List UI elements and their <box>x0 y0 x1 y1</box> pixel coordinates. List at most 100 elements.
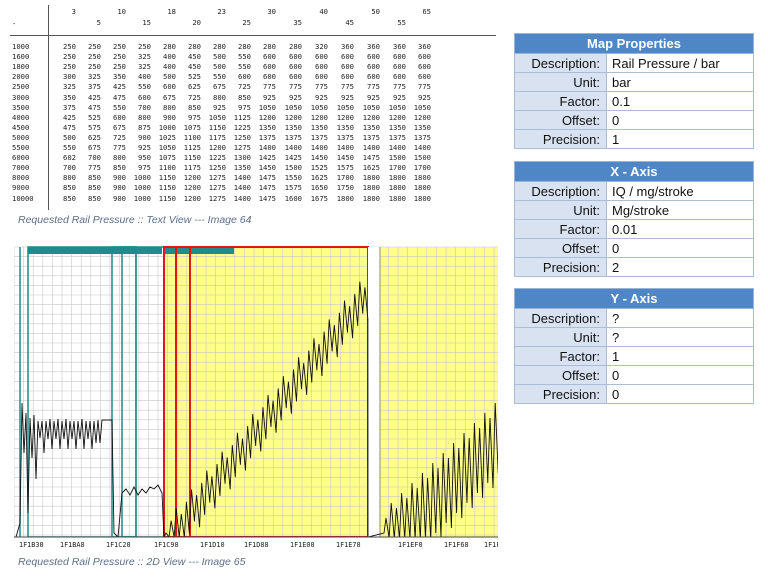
map-cell: 1550 <box>284 173 302 183</box>
address-label: 1F1C20 <box>106 541 131 549</box>
map-cell: 425 <box>88 92 101 102</box>
map-cell: 325 <box>88 72 101 82</box>
map-cell: 850 <box>88 173 101 183</box>
property-key: Description: <box>514 181 607 201</box>
x-axis-header: 40 <box>319 7 328 16</box>
map-cell: 575 <box>88 122 101 132</box>
map-cell: 1400 <box>233 193 251 203</box>
map-cell: 475 <box>63 122 76 132</box>
map-cell: 1050 <box>258 102 276 112</box>
x-axis-row: Description: IQ / mg/stroke <box>514 181 754 201</box>
map-cell: 600 <box>263 62 276 72</box>
y-axis-label: 5000 <box>12 132 30 142</box>
map-cell: 325 <box>63 82 76 92</box>
map-cell: 775 <box>113 143 126 152</box>
map-cell: 925 <box>138 143 151 152</box>
map-cell: 925 <box>315 92 328 102</box>
map-cell: 1475 <box>362 153 380 163</box>
map-cell: 1200 <box>183 193 201 203</box>
property-key: Unit: <box>514 327 607 347</box>
map-cell: 975 <box>138 163 151 173</box>
view-2d: 1F1B30 1F1BA8 1F1C20 1F1C98 1F1D10 1F1D88 1F1E… <box>14 243 498 550</box>
property-key: Offset: <box>514 110 607 130</box>
property-key: Unit: <box>514 72 607 92</box>
map-cell: 625 <box>188 82 201 92</box>
property-key: Factor: <box>514 91 607 111</box>
map-cell: 602 <box>63 153 76 163</box>
y-axis-label: 1800 <box>12 62 30 72</box>
map-cell: 1150 <box>158 193 176 203</box>
map-cell: 1050 <box>388 102 406 112</box>
map-cell: 600 <box>367 72 380 82</box>
x-axis-header: 25 <box>242 18 251 27</box>
map-cell: 600 <box>367 62 380 72</box>
map-cell: 1000 <box>158 122 176 132</box>
map-cell: 1475 <box>258 183 276 193</box>
map-cell: 1400 <box>233 183 251 193</box>
map-cell: 1400 <box>388 143 406 152</box>
map-cell: 975 <box>188 112 201 122</box>
property-key: Precision: <box>514 257 607 277</box>
text-view-caption: Requested Rail Pressure :: Text View ---… <box>18 214 252 226</box>
map-cell: 600 <box>263 72 276 82</box>
map-cell: 360 <box>341 42 354 51</box>
text-view-map: -3 10 18 23 30 40 50 65 5 15 20 25 35 45 55 1000 250 250 2… <box>10 5 500 212</box>
map-cell: 1500 <box>388 153 406 163</box>
y-axis-label: 7000 <box>12 163 30 173</box>
view-2d-canvas: 1F1B30 1F1BA8 1F1C20 1F1C98 1F1D10 1F1D88 1F1E… <box>14 243 498 550</box>
y-axis-row: Factor: 1 <box>514 346 754 366</box>
address-label: 1F1D10 <box>200 541 225 549</box>
map-cell: 700 <box>63 163 76 173</box>
y-axis-label: 8000 <box>12 173 30 183</box>
map-cell: 1200 <box>183 183 201 193</box>
x-axis-header: 55 <box>397 18 406 27</box>
map-cell: 1125 <box>233 112 251 122</box>
property-key: Description: <box>514 308 607 328</box>
map-cell: 775 <box>315 82 328 92</box>
map-cell: 1375 <box>413 132 431 142</box>
map-cell: 1250 <box>233 132 251 142</box>
map-cell: 600 <box>341 62 354 72</box>
map-cell: 850 <box>113 163 126 173</box>
property-value: 0.01 <box>606 219 754 239</box>
map-cell: 600 <box>238 72 251 82</box>
y-axis-row: Description:? <box>514 308 754 328</box>
map-cell: 1200 <box>284 112 302 122</box>
map-cell: 280 <box>263 42 276 51</box>
y-axis-label: 4500 <box>12 122 30 132</box>
address-label: 1F1E00 <box>290 541 315 549</box>
map-cell: 1650 <box>310 183 328 193</box>
map-cell: 525 <box>88 112 101 122</box>
map-cell: 1425 <box>284 153 302 163</box>
map-cell: 900 <box>163 112 176 122</box>
map-cell: 1150 <box>158 173 176 183</box>
map-cell: 1800 <box>336 193 354 203</box>
address-label: 1F1D88 <box>244 541 269 549</box>
y-axis-label: 1000 <box>12 42 30 51</box>
map-cell: 800 <box>63 173 76 183</box>
map-cell: 1800 <box>388 173 406 183</box>
map-header-bar <box>164 247 234 254</box>
y-axis-title: Y - Axis <box>514 288 754 309</box>
map-cell: 600 <box>315 52 328 62</box>
map-cell: 600 <box>315 72 328 82</box>
map-cell: 875 <box>138 122 151 132</box>
map-cell: 1200 <box>413 112 431 122</box>
map-cell: 1050 <box>362 102 380 112</box>
map-cell: 1200 <box>388 112 406 122</box>
map-cell: 600 <box>393 62 406 72</box>
map-cell: 1150 <box>158 183 176 193</box>
map-cell: 1350 <box>233 163 251 173</box>
map-cell: 925 <box>213 102 226 112</box>
map-cell: 500 <box>163 72 176 82</box>
map-cell: 325 <box>138 62 151 72</box>
map-cell: 1350 <box>413 122 431 132</box>
map-cell: 850 <box>88 183 101 193</box>
map-cell: 775 <box>418 82 431 92</box>
map-cell: 600 <box>113 112 126 122</box>
map-cell: 1350 <box>388 122 406 132</box>
map-cell: 300 <box>63 72 76 82</box>
map-properties-row: Offset: 0 <box>514 110 754 130</box>
map-cell: 1075 <box>183 122 201 132</box>
map-cell: 1475 <box>258 193 276 203</box>
